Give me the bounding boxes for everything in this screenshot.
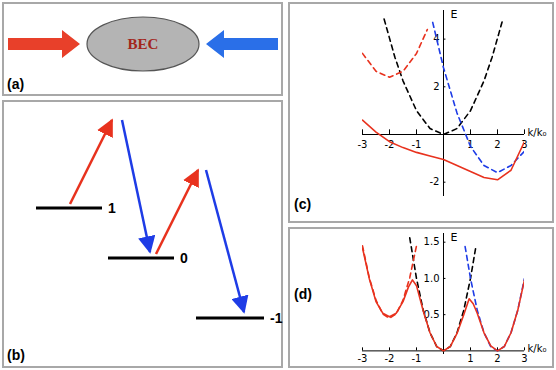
svg-text:-1: -1 [270,310,283,326]
svg-text:1.5: 1.5 [424,236,440,247]
svg-text:2: 2 [494,353,500,364]
svg-text:E: E [451,231,458,244]
svg-text:3: 3 [521,138,528,150]
svg-text:k/k₀: k/k₀ [528,127,547,138]
svg-text:1: 1 [108,200,116,216]
svg-text:-2: -2 [385,353,395,364]
svg-text:E: E [451,8,458,21]
svg-text:1: 1 [467,353,473,364]
svg-text:1.0: 1.0 [424,273,440,284]
svg-text:0.5: 0.5 [423,308,440,320]
svg-text:(b): (b) [7,347,25,363]
svg-text:1: 1 [467,139,473,150]
svg-text:BEC: BEC [128,36,159,52]
svg-text:(a): (a) [7,76,24,92]
svg-text:-3: -3 [358,353,368,364]
svg-text:4: 4 [433,33,440,45]
svg-text:0: 0 [180,250,188,266]
html-text:(d): (d) [294,286,312,302]
svg-text:2: 2 [494,139,500,150]
svg-text:-1: -1 [412,353,422,364]
svg-text:3: 3 [521,353,527,364]
svg-text:-3: -3 [358,139,368,150]
svg-text:2: 2 [433,81,439,92]
svg-text:-2: -2 [385,139,395,150]
svg-text:-2: -2 [430,176,440,187]
html-text:(c): (c) [294,196,312,212]
svg-text:-1: -1 [412,139,422,150]
svg-text:k/k₀: k/k₀ [528,343,547,354]
